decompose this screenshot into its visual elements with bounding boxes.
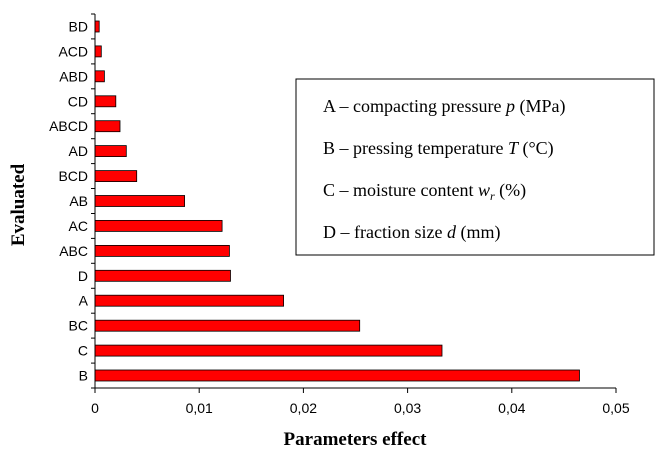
x-axis-title: Parameters effect [284, 429, 428, 450]
bar-b [94, 369, 580, 382]
y-tick-label-acd: ACD [58, 43, 88, 59]
y-tick-label-cd: CD [68, 93, 88, 109]
bar-a [94, 294, 285, 307]
y-tick-label-ad: AD [69, 143, 88, 159]
y-tick-label-c: C [78, 343, 88, 359]
x-tick-label: 0,01 [186, 400, 213, 416]
bar-abd [94, 70, 105, 83]
bar-bd [94, 20, 100, 33]
y-tick-label-bcd: BCD [58, 168, 88, 184]
x-tick-label: 0 [91, 400, 99, 416]
y-tick-label-abd: ABD [59, 68, 88, 84]
y-tick-label-abc: ABC [59, 243, 88, 259]
legend-entry: D – fraction size d (mm) [323, 222, 500, 243]
bar-ab [94, 195, 185, 207]
x-tick-label: 0,02 [290, 400, 317, 416]
bar-c [94, 344, 443, 357]
y-tick-label-d: D [78, 268, 88, 284]
y-axis-title: Evaluated [8, 163, 29, 246]
bar-cd [94, 95, 117, 108]
bar-ad [94, 145, 127, 158]
x-tick-label: 0,04 [498, 400, 525, 416]
bar-bc [94, 319, 361, 332]
legend: A – compacting pressure p (MPa) B – press… [295, 78, 655, 256]
legend-box [295, 78, 655, 256]
y-tick-label-bd: BD [69, 19, 88, 35]
axes-group: BC BC AD ABC AC AB BCD AD ABCD CD ABD ACD BD 0 0,01 0,0… [49, 13, 630, 416]
y-tick-label-ac: AC [69, 218, 88, 234]
x-tick-label: 0,03 [394, 400, 421, 416]
x-tick-label: 0,05 [602, 400, 629, 416]
y-tick-label-abcd: ABCD [49, 118, 88, 134]
bar-d [94, 269, 231, 282]
bar-abcd [94, 120, 121, 133]
legend-entry: A – compacting pressure p (MPa) [323, 96, 565, 117]
y-tick-label-a: A [79, 293, 89, 309]
y-tick-label-ab: AB [69, 193, 88, 209]
y-tick-label-b: B [79, 368, 88, 384]
bar-acd [94, 45, 102, 58]
y-tick-label-bc: BC [69, 318, 88, 334]
bar-ac [94, 219, 223, 232]
bars-group [94, 20, 580, 382]
legend-entry: B – pressing temperature T (°C) [323, 138, 554, 159]
legend-entry: C – moisture content wr (%) [323, 180, 526, 203]
bar-bcd [94, 170, 138, 183]
bar-abc [94, 244, 230, 257]
